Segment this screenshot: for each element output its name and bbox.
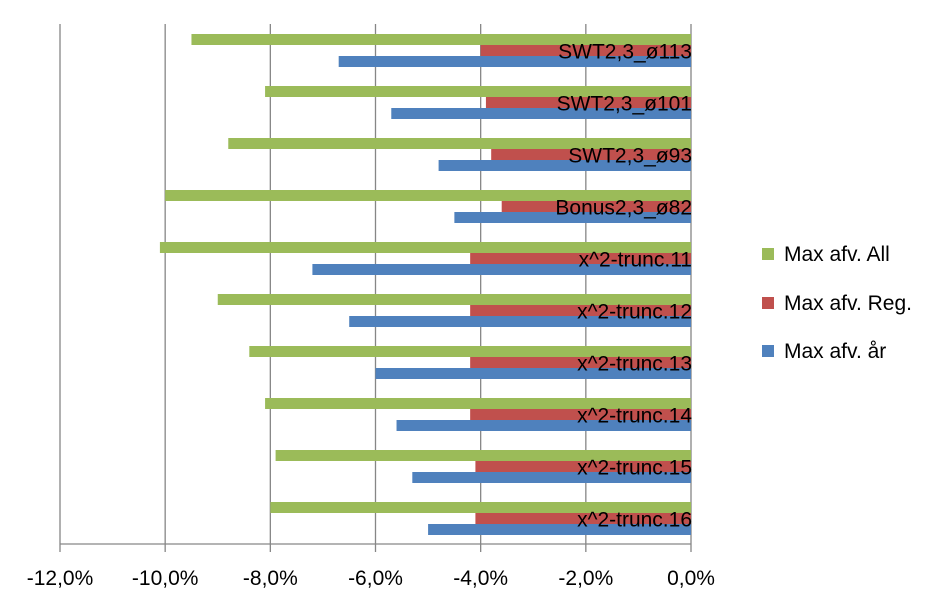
legend-label: Max afv. Reg. [784, 292, 912, 315]
bar [270, 502, 691, 513]
bar [191, 34, 692, 45]
bar [470, 305, 691, 316]
x-tick-label: -4,0% [453, 567, 508, 590]
category-label: x^2-trunc.11 [579, 249, 692, 272]
bar [475, 461, 691, 472]
bar [349, 316, 691, 327]
bar [375, 368, 691, 379]
bar [338, 56, 691, 67]
bar [485, 97, 691, 108]
bar [165, 190, 691, 201]
bar [470, 357, 691, 368]
x-tick-label: -6,0% [348, 567, 403, 590]
category-label: SWT2,3_ø113 [558, 41, 692, 64]
legend-swatch [762, 345, 774, 357]
bar [438, 160, 691, 171]
bar [228, 138, 691, 149]
bar [475, 513, 691, 524]
category-label: x^2-trunc.13 [577, 353, 692, 376]
x-tick-label: -2,0% [558, 567, 613, 590]
bar [470, 409, 691, 420]
bar [454, 212, 691, 223]
legend-swatch [762, 297, 774, 309]
bar [501, 201, 691, 212]
bar [265, 86, 691, 97]
category-label: SWT2,3_ø101 [557, 93, 692, 116]
category-label: x^2-trunc.12 [577, 301, 692, 324]
category-label: x^2-trunc.15 [577, 457, 692, 480]
category-label: x^2-trunc.14 [577, 405, 692, 428]
bar [265, 398, 691, 409]
bar [470, 253, 691, 264]
bar [491, 149, 691, 160]
category-label: Bonus2,3_ø82 [555, 197, 692, 220]
bar [480, 45, 691, 56]
bar [391, 108, 691, 119]
bar [217, 294, 691, 305]
x-tick-label: -10,0% [132, 567, 199, 590]
axes: -12,0% -10,0% -8,0% -6,0% -4,0% -2,0% 0,0% [27, 543, 715, 590]
x-tick-label: 0,0% [667, 567, 715, 590]
category-label: x^2-trunc.16 [577, 509, 692, 532]
legend-label: Max afv. år [784, 340, 886, 363]
bar [249, 346, 692, 357]
bar [275, 450, 691, 461]
x-tick-label: -8,0% [243, 567, 298, 590]
bar [396, 420, 691, 431]
bar [159, 242, 692, 253]
category-labels: SWT2,3_ø113 SWT2,3_ø101 SWT2,3_ø93 Bonus2,3… [555, 41, 692, 532]
bar [312, 264, 691, 275]
category-label: SWT2,3_ø93 [568, 145, 692, 168]
legend-swatch [762, 248, 774, 260]
legend-label: Max afv. All [784, 243, 890, 266]
bar [412, 472, 691, 483]
legend: Max afv. All Max afv. Reg. Max afv. år [762, 243, 912, 363]
x-tick-label: -12,0% [27, 567, 94, 590]
bar [428, 524, 691, 535]
bars [159, 34, 692, 535]
